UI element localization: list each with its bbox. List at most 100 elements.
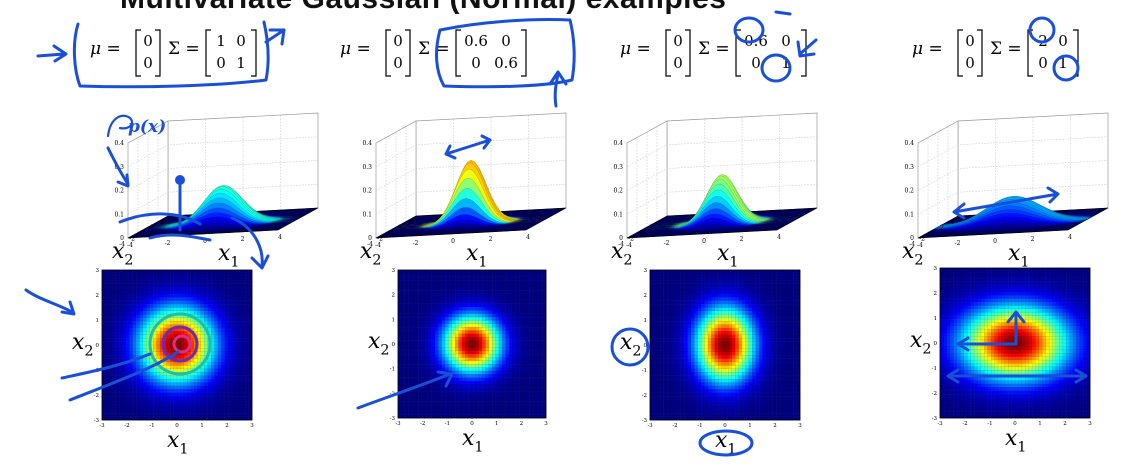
heatmap-cell (694, 331, 698, 335)
heatmap-cell (401, 294, 405, 298)
heatmap-cell (462, 388, 466, 392)
heatmap-cell (191, 376, 195, 380)
heatmap-cell (459, 287, 463, 291)
heatmap-cell (492, 364, 496, 368)
heatmap-cell (242, 406, 246, 410)
heatmap-cell (499, 354, 503, 358)
heatmap-cell (688, 294, 692, 298)
heatmap-cell (218, 379, 222, 383)
heatmap-cell (739, 318, 743, 322)
heatmap-cell (465, 378, 469, 382)
heatmap-cell (442, 273, 446, 277)
heatmap-cell (469, 317, 473, 321)
heatmap-cell (122, 383, 126, 387)
heatmap-cell (739, 287, 743, 291)
heatmap-cell (218, 311, 222, 315)
heatmap-cell (502, 283, 506, 287)
heatmap-cell (499, 357, 503, 361)
heatmap-cell (462, 320, 466, 324)
heatmap-cell (475, 334, 479, 338)
heatmap-cell (479, 327, 483, 331)
heatmap-cell (177, 406, 181, 410)
heatmap-cell (438, 364, 442, 368)
heatmap-cell (469, 307, 473, 311)
heatmap-cell (735, 290, 739, 294)
heatmap-cell (177, 331, 181, 335)
heatmap-cell (664, 321, 668, 325)
heatmap-cell (694, 325, 698, 329)
heatmap-cell (422, 317, 426, 321)
heatmap-cell (105, 338, 109, 342)
heatmap-cell (153, 396, 157, 400)
heatmap-cell (140, 304, 144, 308)
heatmap-cell (133, 273, 137, 277)
heatmap-cell (105, 372, 109, 376)
heatmap-cell (657, 331, 661, 335)
heatmap-cell (418, 320, 422, 324)
heatmap-cell (442, 310, 446, 314)
heatmap-cell (242, 290, 246, 294)
heatmap-cell (126, 308, 130, 312)
heatmap-cell (691, 277, 695, 281)
heatmap-cell (194, 273, 198, 277)
heatmap-cell (232, 287, 236, 291)
heatmap-cell (119, 413, 123, 417)
heatmap-cell (756, 284, 760, 288)
heatmap-cell (492, 351, 496, 355)
heatmap-cell (711, 311, 715, 315)
heatmap-cell (177, 386, 181, 390)
heatmap-cell (735, 308, 739, 312)
heatmap-cell (187, 318, 191, 322)
heatmap-cell (146, 301, 150, 305)
heatmap-cell (428, 401, 432, 405)
heatmap-cell (129, 318, 133, 322)
heatmap-cell (790, 325, 794, 329)
heatmap-cell (499, 341, 503, 345)
heatmap-cell (516, 371, 520, 375)
heatmap-cell (228, 359, 232, 363)
heatmap-cell (502, 290, 506, 294)
heatmap-cell (146, 311, 150, 315)
heatmap-cell (140, 321, 144, 325)
heatmap-cell (536, 310, 540, 314)
heatmap-cell (698, 284, 702, 288)
heatmap-cell (126, 342, 130, 346)
heatmap-cell (650, 301, 654, 305)
heatmap-cell (133, 413, 137, 417)
heatmap-cell (435, 324, 439, 328)
heatmap-cell (435, 314, 439, 318)
heatmap-cell (211, 328, 215, 332)
heatmap-cell (529, 304, 533, 308)
heatmap-cell (462, 354, 466, 358)
heatmap-cell (711, 284, 715, 288)
heatmap-cell (235, 348, 239, 352)
heatmap-cell (745, 284, 749, 288)
heatmap-cell (432, 294, 436, 298)
heatmap-cell (667, 331, 671, 335)
heatmap-cell (122, 400, 126, 404)
heatmap-cell (221, 369, 225, 373)
heatmap-cell (526, 408, 530, 412)
heatmap-cell (691, 273, 695, 277)
heatmap-cell (211, 314, 215, 318)
heatmap-cell (157, 338, 161, 342)
heatmap-cell (197, 284, 201, 288)
heatmap-cell (242, 352, 246, 356)
heatmap-cell (674, 277, 678, 281)
heatmap-cell (438, 273, 442, 277)
heatmap-cell (126, 369, 130, 373)
heatmap-cell (174, 410, 178, 414)
heatmap-cell (415, 391, 419, 395)
heatmap-cell (235, 277, 239, 281)
heatmap-cell (415, 334, 419, 338)
heatmap-cell (425, 344, 429, 348)
heatmap-cell (479, 334, 483, 338)
heatmap-cell (438, 408, 442, 412)
heatmap-cell (228, 308, 232, 312)
heatmap-cell (681, 287, 685, 291)
heatmap-cell (102, 338, 106, 342)
heatmap-cell (112, 410, 116, 414)
heatmap-cell (728, 290, 732, 294)
heatmap-cell (201, 376, 205, 380)
heatmap-cell (143, 321, 147, 325)
